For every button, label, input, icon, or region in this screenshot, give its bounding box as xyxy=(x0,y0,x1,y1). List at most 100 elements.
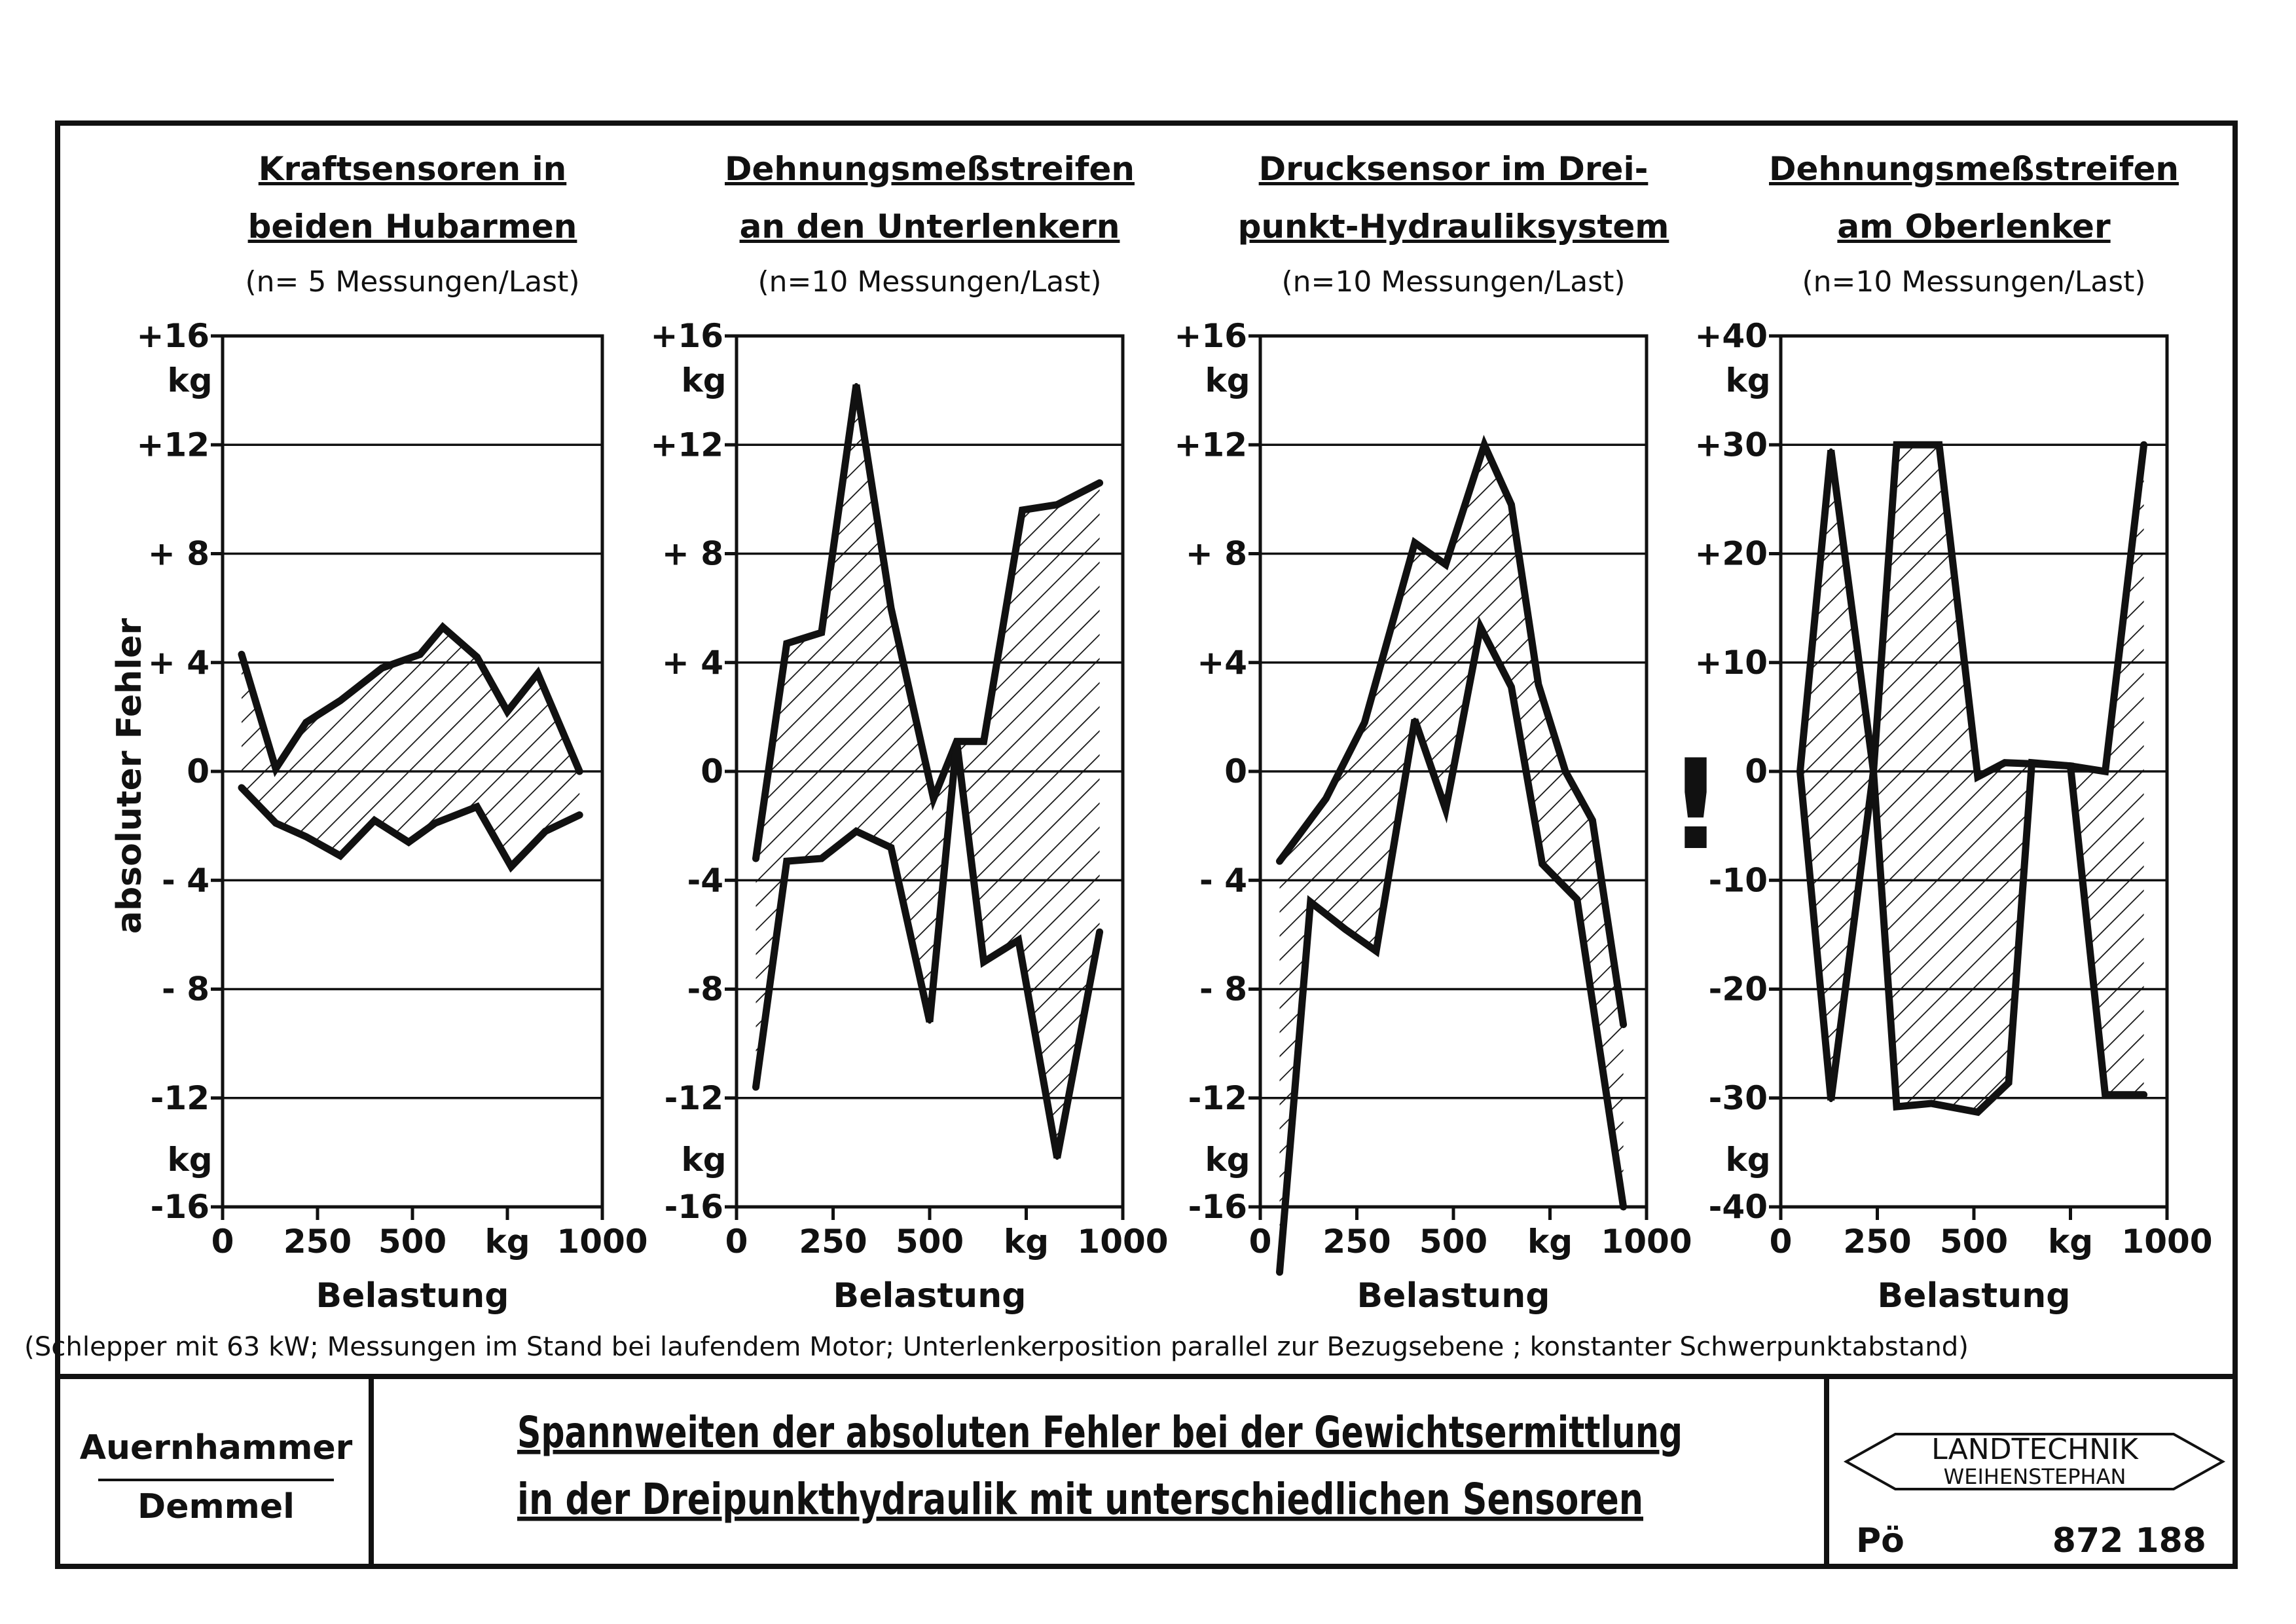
y-axis-label: absoluter Fehler xyxy=(110,618,149,934)
data-point xyxy=(2141,1092,2146,1097)
data-point xyxy=(441,625,445,629)
data-point xyxy=(2103,1092,2107,1097)
x-tick-label: kg xyxy=(484,1223,530,1261)
author-1: Auernhammer xyxy=(80,1428,353,1467)
y-unit-label: kg xyxy=(167,1141,212,1179)
y-unit-label: kg xyxy=(1725,1141,1770,1179)
data-point xyxy=(784,641,789,646)
chart-subtitle: (n=10 Messungen/Last) xyxy=(1281,265,1625,299)
x-tick-label: kg xyxy=(2048,1223,2093,1261)
data-point xyxy=(889,606,893,610)
data-point xyxy=(1444,563,1448,567)
data-point xyxy=(2030,760,2034,765)
data-point xyxy=(1324,796,1328,801)
data-point xyxy=(1016,938,1021,942)
data-point xyxy=(819,631,824,635)
data-point xyxy=(1829,1098,1833,1103)
data-point xyxy=(1097,930,1102,934)
data-point xyxy=(1975,1110,1980,1115)
x-tick-label: kg xyxy=(1527,1223,1573,1261)
data-point xyxy=(2003,760,2007,765)
y-unit-label: kg xyxy=(1205,361,1250,399)
data-point xyxy=(1308,900,1313,904)
y-tick-label: + 8 xyxy=(148,535,210,573)
x-tick-label: 250 xyxy=(1322,1223,1391,1261)
data-point xyxy=(475,805,479,809)
y-tick-label: -30 xyxy=(1709,1079,1768,1117)
chart-subtitle: (n=10 Messungen/Last) xyxy=(1802,265,2145,299)
plot-frame xyxy=(1258,334,1649,1209)
data-point xyxy=(304,834,308,839)
data-point xyxy=(1563,769,1568,773)
data-point xyxy=(338,698,342,703)
x-tick-label: 1000 xyxy=(1077,1223,1168,1261)
y-tick-label: 0 xyxy=(187,752,210,790)
data-point xyxy=(274,766,278,771)
data-point xyxy=(955,739,959,744)
data-point xyxy=(1020,508,1025,512)
data-point xyxy=(1536,682,1540,686)
y-tick-label: - 8 xyxy=(1199,970,1247,1008)
chart-title-line: am Oberlenker xyxy=(1837,208,2111,246)
data-point xyxy=(928,1020,932,1024)
y-unit-label: kg xyxy=(1725,361,1770,399)
data-point xyxy=(889,845,893,850)
data-point xyxy=(854,382,858,387)
plot-frame xyxy=(221,334,604,1209)
caption-line-1: Spannweiten der absoluten Fehler bei der… xyxy=(517,1407,1683,1458)
x-tick-label: 250 xyxy=(283,1223,352,1261)
data-point xyxy=(1798,769,1802,773)
x-tick-label: 1000 xyxy=(2121,1223,2212,1261)
y-tick-label: + 8 xyxy=(662,535,723,573)
y-tick-label: -20 xyxy=(1709,970,1768,1008)
chart-subtitle: (n= 5 Messungen/Last) xyxy=(245,265,579,299)
data-point xyxy=(819,857,824,860)
x-tick-label: 500 xyxy=(896,1223,964,1261)
data-point xyxy=(1374,949,1378,953)
data-point xyxy=(304,720,308,725)
data-point xyxy=(1509,502,1514,507)
y-tick-label: - 4 xyxy=(1199,861,1247,899)
data-point xyxy=(1413,540,1417,545)
data-point xyxy=(475,655,479,659)
y-tick-label: -12 xyxy=(1188,1079,1247,1117)
y-unit-label: kg xyxy=(681,361,726,399)
y-tick-label: +12 xyxy=(137,426,210,464)
x-tick-label: 250 xyxy=(799,1223,867,1261)
data-point xyxy=(754,1085,758,1090)
data-point xyxy=(1929,1101,1934,1106)
error-band xyxy=(1800,445,2144,1113)
outer-frame xyxy=(55,120,2238,1569)
footnote: (Schlepper mit 63 kW; Messungen im Stand… xyxy=(24,1332,1969,1362)
data-point xyxy=(373,818,376,822)
y-tick-label: 0 xyxy=(701,752,723,790)
data-point xyxy=(536,671,540,676)
y-tick-label: -12 xyxy=(151,1079,210,1117)
y-tick-label: + 8 xyxy=(1186,535,1247,573)
y-tick-label: + 4 xyxy=(148,644,210,682)
x-tick-label: 1000 xyxy=(556,1223,647,1261)
data-point xyxy=(1482,443,1487,447)
x-tick-label: 500 xyxy=(378,1223,446,1261)
data-point xyxy=(2007,1080,2011,1085)
x-tick-label: 0 xyxy=(211,1223,234,1261)
chart-4: Dehnungsmeßstreifen am Oberlenker (n=10 Me… xyxy=(1695,150,2213,1316)
y-tick-label: - 4 xyxy=(162,861,210,899)
x-tick-label: 0 xyxy=(725,1223,748,1261)
chart-subtitle: (n=10 Messungen/Last) xyxy=(757,265,1101,299)
data-point xyxy=(338,853,342,858)
data-point xyxy=(981,739,986,744)
y-tick-label: 0 xyxy=(1745,752,1768,790)
y-tick-label: +40 xyxy=(1695,317,1768,355)
data-point xyxy=(1509,685,1514,690)
data-point xyxy=(2103,769,2107,773)
y-tick-label: -16 xyxy=(151,1188,210,1226)
x-tick-label: 250 xyxy=(1843,1223,1911,1261)
data-point xyxy=(1871,769,1876,773)
y-tick-label: - 8 xyxy=(162,970,210,1008)
data-point xyxy=(1590,818,1595,822)
y-tick-label: +12 xyxy=(651,426,723,464)
x-tick-label: 500 xyxy=(1419,1223,1487,1261)
chart-title-line: Drucksensor im Drei- xyxy=(1259,150,1649,188)
